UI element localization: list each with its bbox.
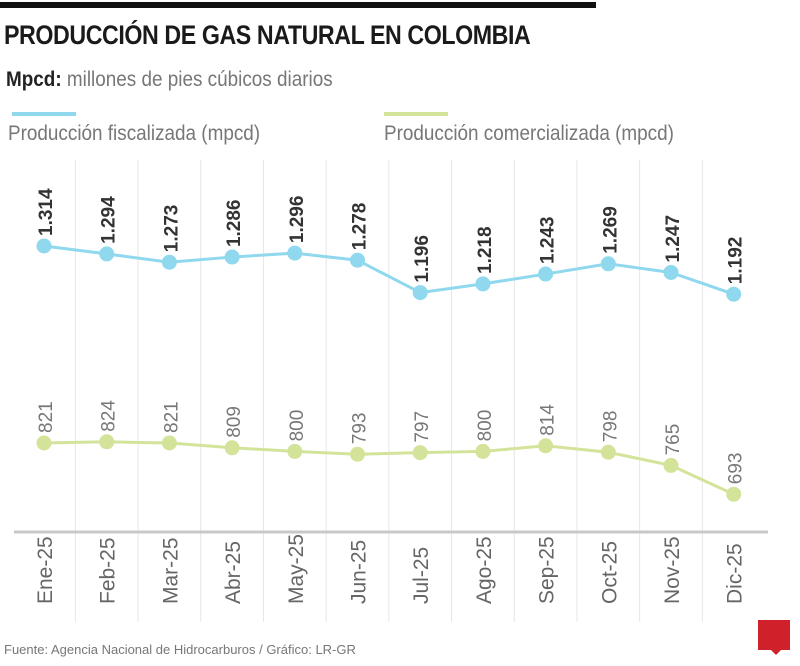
series-line: [43, 244, 735, 296]
data-point: [161, 435, 177, 451]
x-tick-label: Jul-25: [410, 547, 433, 604]
data-point: [726, 486, 742, 502]
data-label: 798: [600, 410, 621, 442]
x-tick-label: Abr-25: [222, 541, 245, 604]
data-point: [538, 266, 554, 282]
data-point: [224, 249, 240, 265]
data-label: 765: [663, 424, 684, 456]
data-point: [161, 254, 177, 270]
x-tick-label: Ago-25: [473, 536, 496, 604]
top-rule: [0, 2, 596, 8]
data-label: 1.294: [99, 196, 120, 244]
data-label: 1.243: [538, 216, 559, 264]
data-label: 1.273: [161, 205, 182, 253]
lr-logo: [758, 620, 790, 655]
data-label: 1.247: [663, 215, 684, 263]
data-label: 693: [726, 452, 747, 484]
x-tick-label: Oct-25: [598, 541, 621, 604]
data-label: 1.278: [350, 203, 371, 251]
x-tick-label: Ene-25: [34, 536, 57, 604]
chart-title: PRODUCCIÓN DE GAS NATURAL EN COLOMBIA: [4, 20, 531, 50]
data-point: [36, 238, 52, 254]
data-point: [663, 457, 679, 473]
series-line: [43, 440, 735, 496]
data-point: [600, 444, 616, 460]
data-label: 1.192: [726, 237, 747, 285]
data-label: 821: [36, 401, 57, 433]
data-label: 1.269: [600, 206, 621, 254]
data-point: [412, 285, 428, 301]
data-label: 800: [287, 410, 308, 442]
data-point: [412, 445, 428, 461]
legend-swatch-comercializada: [384, 112, 448, 116]
data-point: [36, 435, 52, 451]
data-label: 821: [161, 401, 182, 433]
data-point: [663, 264, 679, 280]
data-point: [600, 256, 616, 272]
x-tick-label: Feb-25: [97, 537, 120, 604]
data-label: 809: [224, 406, 245, 438]
data-point: [475, 443, 491, 459]
data-label: 1.196: [412, 235, 433, 283]
data-label: 1.314: [36, 188, 57, 236]
x-tick-label: Mar-25: [159, 537, 182, 604]
legend-swatch-fiscalizada: [12, 112, 76, 116]
x-tick-label: Sep-25: [536, 536, 559, 604]
x-tick-label: Nov-25: [661, 536, 684, 604]
data-point: [350, 252, 365, 268]
data-point: [726, 286, 742, 302]
x-tick-label: Dic-25: [724, 543, 747, 604]
subtitle: Mpcd: millones de pies cúbicos diarios: [6, 68, 333, 92]
data-label: 1.296: [287, 196, 308, 244]
data-point: [287, 443, 303, 459]
data-label: 1.286: [224, 200, 245, 248]
data-label: 793: [350, 412, 371, 444]
data-point: [99, 434, 115, 450]
x-tick-label: May-25: [285, 534, 308, 604]
x-tick-label: Jun-25: [348, 540, 371, 604]
data-point: [538, 438, 554, 454]
data-label: 1.218: [475, 226, 496, 274]
data-point: [350, 446, 365, 462]
data-label: 797: [412, 411, 433, 443]
unit-term: Mpcd:: [6, 68, 62, 91]
data-point: [99, 246, 115, 262]
legend-label-fiscalizada: Producción fiscalizada (mpcd): [8, 122, 261, 145]
data-point: [224, 440, 240, 456]
unit-definition: millones de pies cúbicos diarios: [66, 68, 333, 91]
data-point: [287, 245, 303, 261]
data-label: 824: [99, 400, 120, 432]
data-point: [475, 276, 491, 292]
data-label: 814: [538, 404, 559, 436]
legend-label-comercializada: Producción comercializada (mpcd): [384, 122, 674, 145]
source-note: Fuente: Agencia Nacional de Hidrocarburo…: [4, 642, 356, 657]
data-label: 800: [475, 410, 496, 442]
